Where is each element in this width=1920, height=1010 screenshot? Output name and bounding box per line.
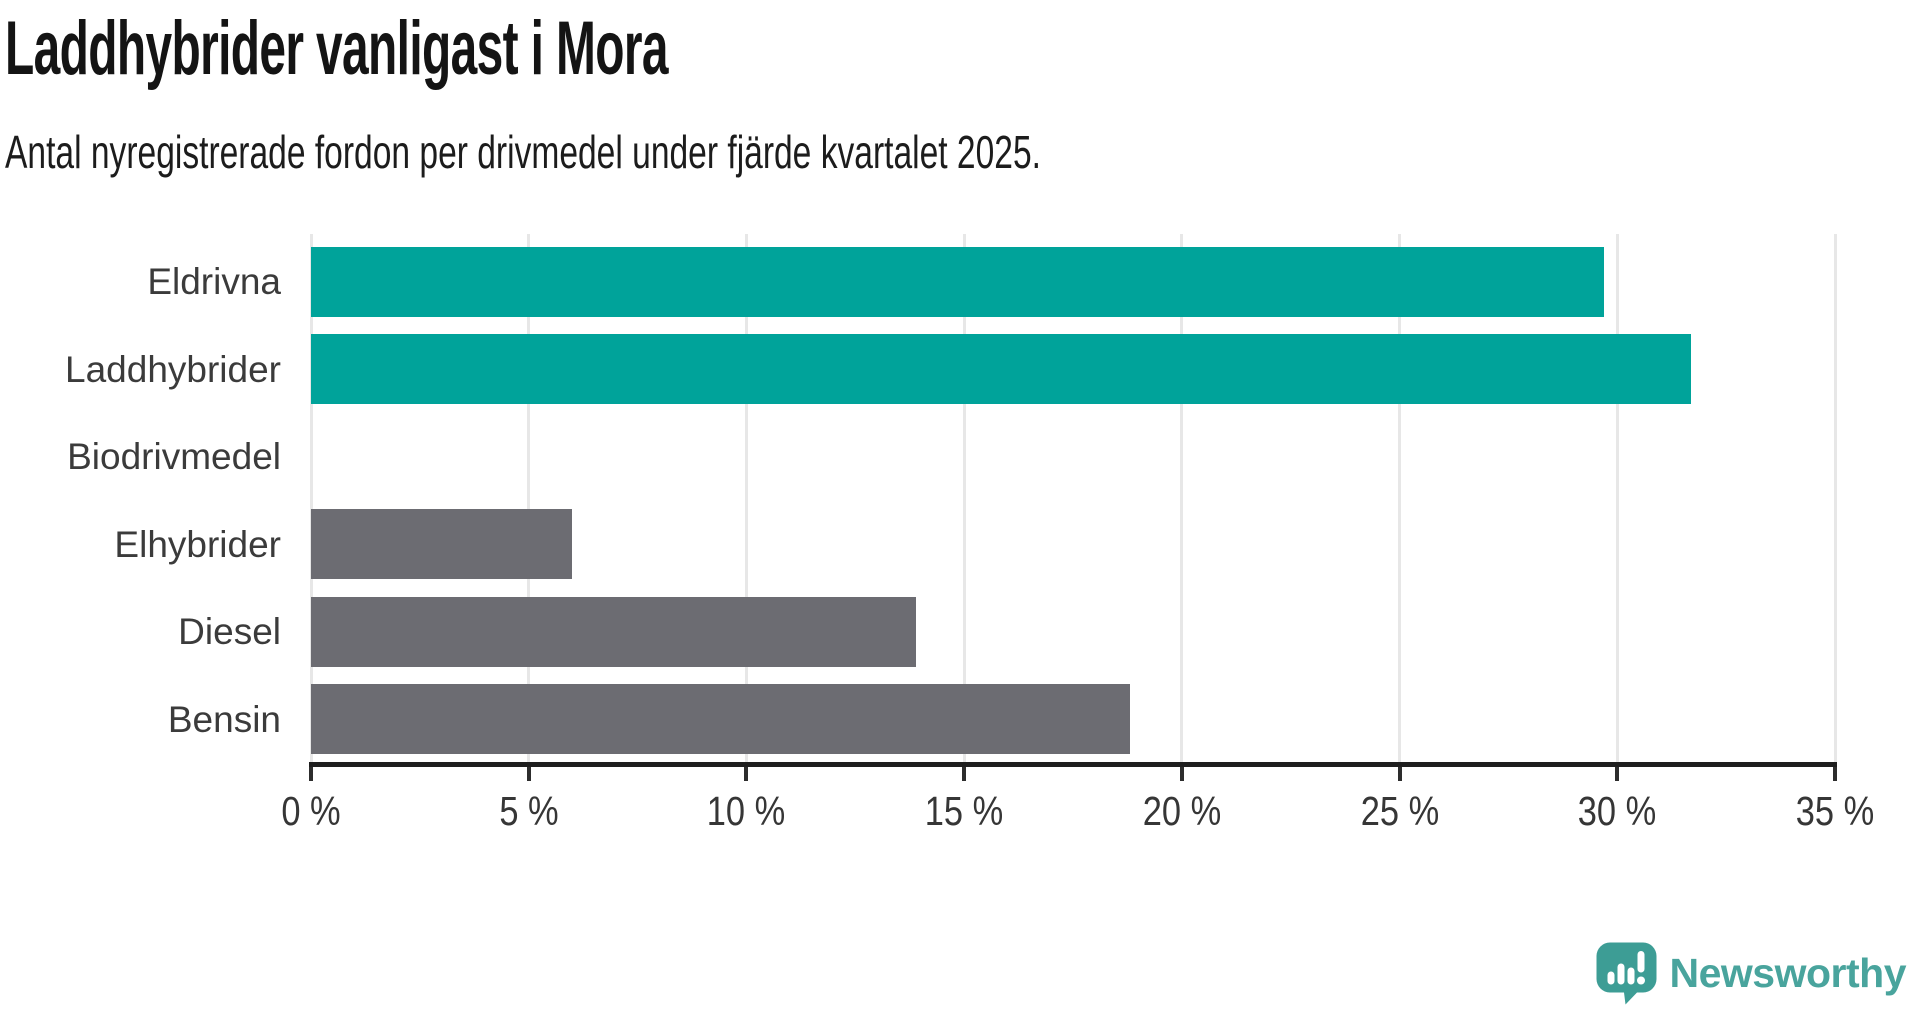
bar-elhybrider	[311, 509, 573, 580]
category-label-biodrivmedel: Biodrivmedel	[67, 436, 281, 477]
newsworthy-logo: Newsworthy	[1596, 942, 1907, 1005]
category-label-eldrivna: Eldrivna	[147, 261, 281, 302]
tick-30	[1615, 767, 1620, 781]
gridline-5	[527, 234, 531, 762]
bar-eldrivna	[311, 246, 1605, 317]
logo-bar-tall	[1617, 963, 1624, 985]
gridline-20	[1180, 234, 1184, 762]
bar-laddhybrider	[311, 334, 1692, 405]
newsworthy-icon	[1596, 942, 1656, 1005]
gridline-15	[962, 234, 966, 762]
tick-10	[744, 767, 749, 781]
newsworthy-logo-text: Newsworthy	[1669, 950, 1907, 996]
plot-area: 0 % 5 % 10 % 15 % 20 % 25 % 30 % 35 %	[281, 234, 1874, 834]
gridline-0	[309, 234, 313, 762]
logo-bar-medium	[1627, 967, 1634, 985]
category-label-elhybrider: Elhybrider	[114, 523, 281, 565]
tick-label-30: 30 %	[1578, 788, 1657, 834]
logo-exclamation-stem	[1637, 951, 1644, 973]
gridline-30	[1615, 234, 1619, 762]
gridline-25	[1398, 234, 1402, 762]
x-axis-line	[309, 762, 1837, 767]
bar-diesel	[311, 596, 917, 667]
category-label-laddhybrider: Laddhybrider	[65, 348, 281, 390]
category-label-bensin: Bensin	[167, 698, 281, 740]
chart-subtitle: Antal nyregistrerade fordon per drivmede…	[5, 126, 1041, 178]
chart-title: Laddhybrider vanligast i Mora	[5, 6, 668, 91]
gridline-35	[1833, 234, 1837, 762]
logo-bar-small	[1607, 971, 1614, 985]
tick-15	[962, 767, 967, 781]
tick-label-25: 25 %	[1360, 788, 1439, 834]
gridline-10	[744, 234, 748, 762]
tick-35	[1833, 767, 1837, 781]
tick-0	[309, 767, 313, 781]
tick-label-5: 5 %	[499, 788, 559, 834]
tick-20	[1179, 767, 1184, 781]
tick-label-15: 15 %	[924, 788, 1004, 834]
tick-label-10: 10 %	[707, 788, 786, 834]
logo-exclamation-dot	[1636, 976, 1645, 985]
tick-label-0: 0 %	[281, 788, 341, 834]
category-axis: Eldrivna Laddhybrider Biodrivmedel Elhybrid…	[0, 238, 281, 763]
tick-25	[1397, 767, 1402, 781]
bar-chart: Eldrivna Laddhybrider Biodrivmedel Elhybrid…	[0, 234, 1874, 834]
tick-5	[526, 767, 531, 781]
category-label-diesel: Diesel	[178, 611, 281, 652]
tick-label-20: 20 %	[1142, 788, 1222, 834]
bar-bensin	[311, 684, 1130, 755]
tick-label-35: 35 %	[1795, 788, 1875, 834]
